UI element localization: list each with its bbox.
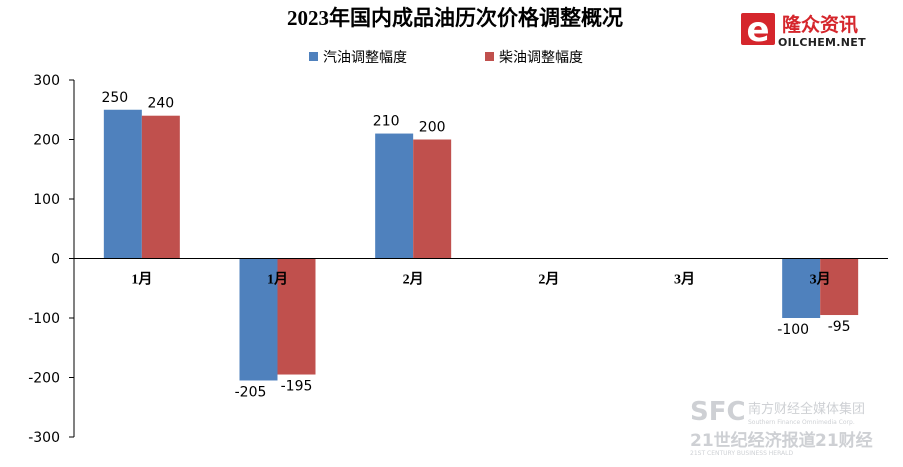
watermark-paper: 21世纪经济报道 [690,430,816,451]
logo-domain: OILCHEM.NET [778,36,866,49]
category-label: 2月 [403,272,424,288]
oilchem-logo: e 隆众资讯 OILCHEM.NET [741,10,866,50]
y-tick-label: -100 [28,311,60,327]
category-label: 3月 [674,272,695,288]
category-labels: 1月 1月 2月 2月 3月 3月 [131,272,830,288]
y-tick-label: 300 [33,73,60,89]
data-label: 210 [373,114,400,130]
data-label: 200 [419,120,446,136]
bars [103,109,859,381]
legend-swatch [485,52,494,61]
logo-mark-icon [741,13,775,45]
data-label: -205 [235,384,267,400]
data-label: -100 [777,322,809,338]
y-tick-label: -300 [28,430,60,446]
y-axis-ticks: -300 -200 -100 0 100 200 300 [28,73,74,446]
y-tick-label: 0 [51,252,60,268]
y-tick-label: 200 [33,133,60,149]
logo-name: 隆众资讯 [782,13,858,36]
category-label: 3月 [810,272,831,288]
bar-diesel [277,258,316,375]
bar-gasoline [375,133,414,259]
data-label: 250 [101,90,128,106]
category-label: 1月 [131,272,152,288]
watermark-group: 南方财经全媒体集团 [748,401,865,417]
data-label: -195 [281,379,313,395]
chart-title: 2023年国内成品油历次价格调整概况 [287,6,623,30]
bar-gasoline [103,109,142,259]
category-label: 1月 [267,272,288,288]
y-tick-label: 100 [33,192,60,208]
data-label: 240 [147,96,174,112]
data-labels: 250 -205 210 -100 240 -195 200 -95 [101,90,850,401]
category-label: 2月 [538,272,559,288]
legend-swatch [309,52,318,61]
legend-label: 汽油调整幅度 [323,50,407,66]
bar-diesel [141,115,180,259]
watermark-group-en: Southern Finance Omnimedia Corp. [748,419,855,426]
legend: 汽油调整幅度 柴油调整幅度 [309,50,583,66]
bar-diesel [413,139,452,259]
data-label: -95 [828,319,851,335]
bar-gasoline [782,258,821,318]
legend-label: 柴油调整幅度 [499,50,583,66]
bar-gasoline [239,258,278,381]
watermark-mark: SFC [690,397,746,427]
logo-mark-letter: e [746,10,769,50]
bar-diesel [820,258,859,316]
sfc-watermark: SFC 南方财经全媒体集团 Southern Finance Omnimedia… [690,397,873,457]
watermark-brand: 21财经 [815,430,873,451]
watermark-paper-en: 21ST CENTURY BUSINESS HERALD [690,450,793,457]
y-tick-label: -200 [28,371,60,387]
